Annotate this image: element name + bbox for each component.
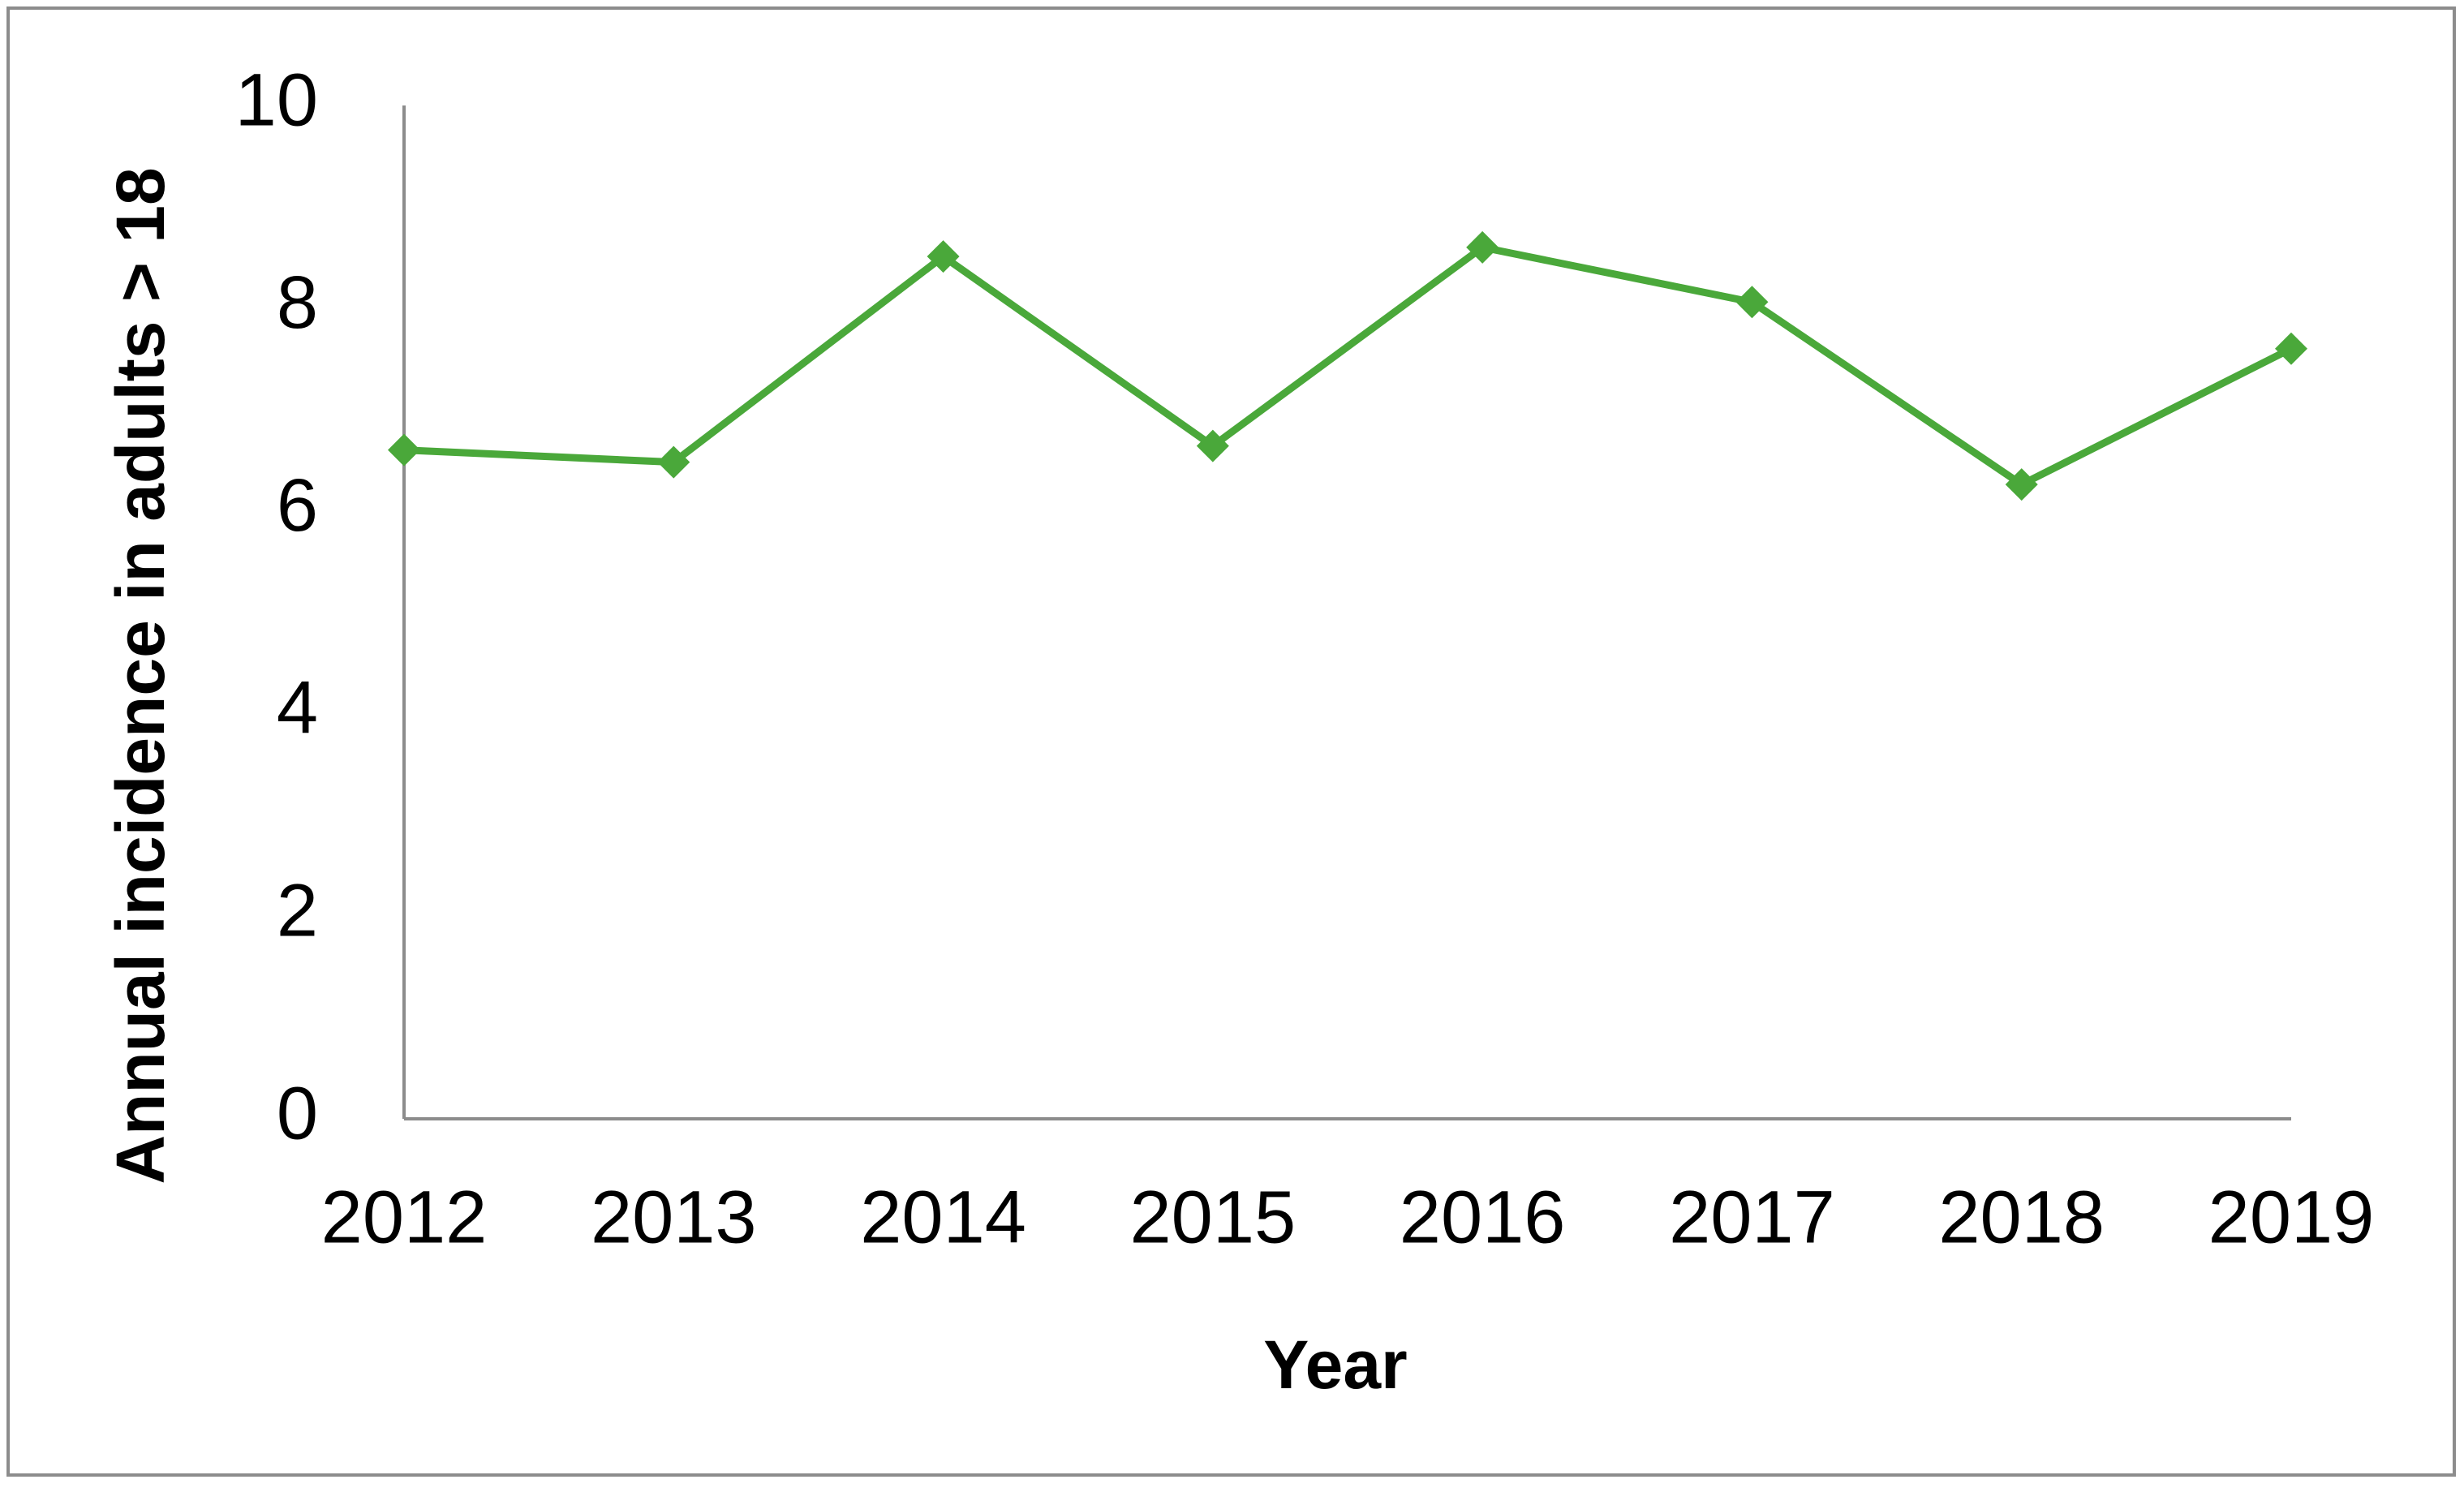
- data-marker: [1735, 286, 1769, 319]
- x-tick-label: 2019: [2208, 1176, 2375, 1258]
- x-axis-title: Year: [1263, 1327, 1408, 1403]
- x-tick-label: 2014: [860, 1176, 1026, 1258]
- data-marker: [657, 445, 690, 479]
- x-tick-label: 2018: [1938, 1176, 2105, 1258]
- y-tick-label: 2: [277, 869, 318, 952]
- y-tick-label: 10: [235, 58, 318, 141]
- y-tick-label: 6: [277, 464, 318, 547]
- data-marker: [1466, 230, 1499, 264]
- x-tick-label: 2017: [1669, 1176, 1835, 1258]
- x-tick-label: 2015: [1130, 1176, 1297, 1258]
- series-line: [403, 243, 2294, 488]
- data-marker: [2005, 468, 2038, 501]
- x-tick-label: 2016: [1400, 1176, 1566, 1258]
- x-tick-label: 2012: [321, 1176, 488, 1258]
- y-tick-label: 0: [277, 1072, 318, 1155]
- data-marker: [388, 433, 420, 467]
- y-axis-title: Annual incidence in adults > 18: [102, 167, 178, 1184]
- chart-border: [6, 6, 2456, 1477]
- data-marker: [2275, 332, 2307, 365]
- y-tick-label: 4: [277, 667, 318, 750]
- y-tick-label: 8: [277, 261, 318, 344]
- data-marker: [1196, 429, 1229, 462]
- x-tick-label: 2013: [591, 1176, 757, 1258]
- data-marker: [927, 240, 960, 273]
